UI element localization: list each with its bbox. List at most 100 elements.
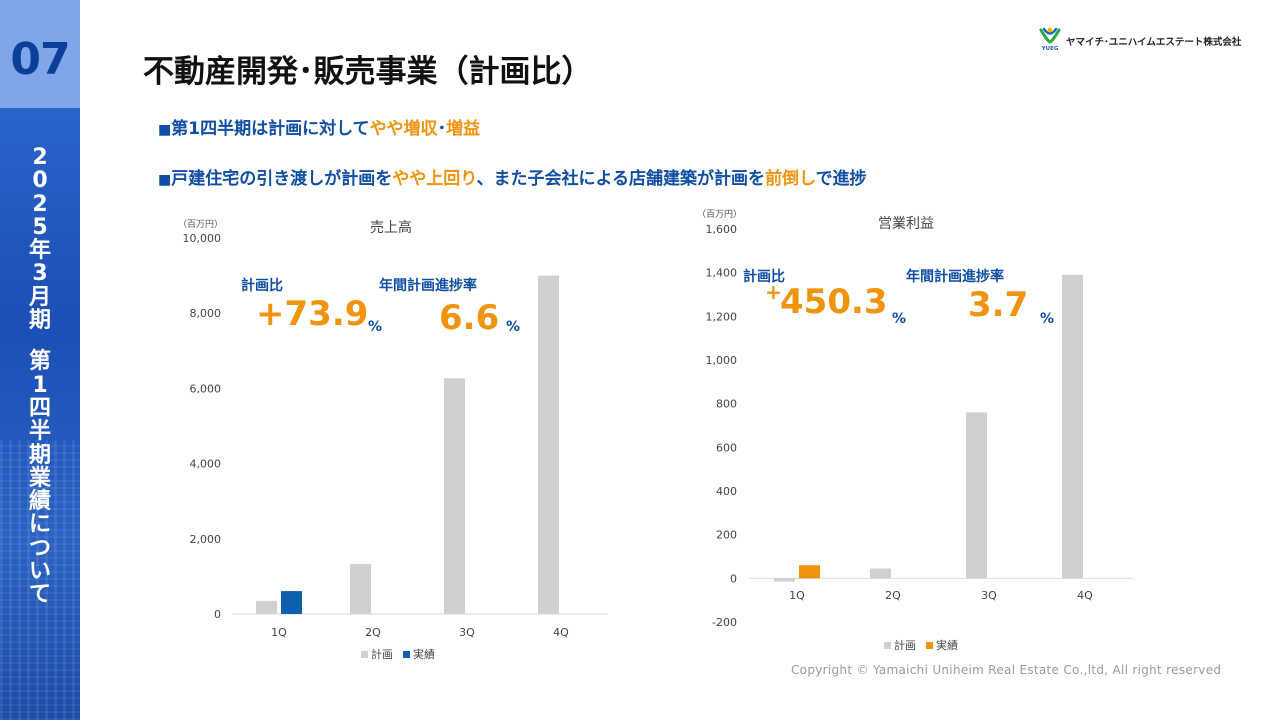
sales-chart-unit: （百万円） bbox=[178, 219, 223, 230]
profit-bar-plan-4Q bbox=[1062, 274, 1083, 579]
sales-kpi-plan-ratio-value: +73.9 bbox=[256, 294, 368, 334]
profit-x-tick-label: 2Q bbox=[885, 589, 901, 602]
sales-y-tick-label: 4,000 bbox=[190, 458, 222, 471]
profit-kpi-progress-pct: % bbox=[1040, 311, 1055, 327]
copyright-text: Copyright © Yamaichi Uniheim Real Estate… bbox=[791, 663, 1222, 677]
bullet-marker: ■ bbox=[158, 172, 172, 188]
slide-number-box bbox=[0, 0, 80, 108]
bullet-marker: ■ bbox=[158, 122, 172, 138]
sidebar-caption-char: 績 bbox=[28, 489, 51, 515]
sales-bar-plan-4Q bbox=[538, 275, 559, 614]
sales-kpi-progress-value: 6.6 bbox=[439, 298, 500, 338]
sales-kpi-progress-label: 年間計画進捗率 bbox=[379, 278, 477, 294]
sidebar-caption-char: に bbox=[28, 512, 51, 538]
profit-kpi-progress-label: 年間計画進捗率 bbox=[906, 269, 1004, 285]
profit-y-tick-label: 800 bbox=[716, 398, 737, 411]
sidebar-caption-char: 半 bbox=[28, 419, 51, 445]
sidebar-caption-char: 1 bbox=[32, 372, 48, 398]
sidebar-caption-char: 3 bbox=[32, 261, 48, 287]
sales-x-tick-label: 4Q bbox=[553, 626, 569, 639]
profit-y-tick-label: 600 bbox=[716, 441, 737, 454]
profit-y-tick-label: 200 bbox=[716, 529, 737, 542]
profit-x-tick-label: 3Q bbox=[981, 589, 997, 602]
sidebar-caption-char: 期 bbox=[28, 308, 51, 334]
company-name: ヤマイチ･ユニハイムエステート株式会社 bbox=[1066, 37, 1242, 48]
sidebar-caption-char: 年 bbox=[28, 238, 51, 264]
profit-y-tick-label: 1,600 bbox=[706, 223, 738, 236]
company-logo: YUEG ヤマイチ･ユニハイムエステート株式会社 bbox=[1038, 26, 1248, 56]
sales-kpi-plan-ratio-pct: % bbox=[368, 319, 383, 335]
profit-x-tick-label: 4Q bbox=[1077, 589, 1093, 602]
sales-legend-label: 実績 bbox=[413, 647, 435, 661]
bullet-text: 第1四半期は計画に対して bbox=[171, 119, 370, 139]
bullet-highlight-text: 前倒し bbox=[765, 169, 816, 189]
sales-bar-plan-3Q bbox=[444, 378, 465, 614]
sales-y-tick-label: 10,000 bbox=[183, 232, 222, 245]
sidebar-caption-char: 四 bbox=[28, 395, 51, 421]
profit-y-tick-label: 1,000 bbox=[706, 354, 738, 367]
profit-y-tick-label: 400 bbox=[716, 485, 737, 498]
sales-x-tick-label: 2Q bbox=[365, 626, 381, 639]
sales-y-tick-label: 0 bbox=[214, 608, 221, 621]
sales-kpi-plan-ratio-sign: + bbox=[256, 294, 285, 334]
sales-kpi-plan-ratio-number: 73.9 bbox=[284, 294, 369, 334]
profit-y-tick-label: 1,200 bbox=[706, 310, 738, 323]
sales-chart-title: 売上高 bbox=[370, 219, 412, 236]
sales-y-tick-label: 2,000 bbox=[190, 533, 222, 546]
profit-y-tick-label: 0 bbox=[730, 572, 737, 585]
sidebar-caption-char: 0 bbox=[32, 168, 48, 194]
profit-legend-label: 計画 bbox=[894, 638, 916, 652]
bullet-text: 戸建住宅の引き渡しが計画を bbox=[171, 169, 393, 189]
bullet-text: ･ bbox=[437, 119, 447, 139]
profit-legend-swatch-0 bbox=[884, 642, 891, 649]
profit-chart-title: 営業利益 bbox=[878, 216, 934, 232]
page-title: 不動産開発･販売事業（計画比） bbox=[143, 54, 593, 90]
bullet-highlight-text: 増益 bbox=[446, 119, 481, 139]
sales-bar-plan-2Q bbox=[350, 563, 371, 614]
sales-x-tick-label: 1Q bbox=[271, 626, 287, 639]
sidebar-caption-char: 第 bbox=[28, 349, 51, 375]
profit-bar-plan-2Q bbox=[870, 568, 891, 579]
profit-kpi-plan-ratio-pct: % bbox=[892, 311, 907, 327]
bullet-text: 、また子会社による店舗建築が計画を bbox=[476, 169, 766, 189]
profit-bar-plan-3Q bbox=[966, 412, 987, 579]
profit-chart-unit: （百万円） bbox=[697, 209, 742, 220]
sidebar-caption-char: て bbox=[28, 582, 51, 608]
profit-kpi-plan-ratio-value: 450.3 bbox=[780, 282, 888, 322]
profit-y-tick-label: -200 bbox=[712, 616, 737, 629]
sales-y-tick-label: 6,000 bbox=[190, 382, 222, 395]
sidebar-caption-char: つ bbox=[28, 535, 51, 561]
bullet-1: ■第1四半期は計画に対してやや増収･増益 bbox=[158, 114, 480, 139]
sales-kpi-progress-pct: % bbox=[506, 319, 521, 335]
profit-kpi-plan-ratio-label: 計画比 bbox=[743, 269, 785, 285]
logo-mark-text: YUEG bbox=[1041, 46, 1059, 52]
sales-legend-label: 計画 bbox=[371, 647, 393, 661]
profit-y-tick-label: 1,400 bbox=[706, 267, 738, 280]
bullet-highlight-text: やや上回り bbox=[392, 169, 477, 189]
sales-y-tick-label: 8,000 bbox=[190, 307, 222, 320]
profit-kpi-progress-value: 3.7 bbox=[968, 285, 1029, 325]
profit-bar-plan-1Q bbox=[774, 578, 795, 582]
sales-legend-swatch-0 bbox=[361, 651, 368, 658]
profit-bar-actual-1Q bbox=[799, 565, 820, 579]
sidebar-caption-char: 2 bbox=[32, 145, 48, 170]
bullet-2: ■戸建住宅の引き渡しが計画をやや上回り、また子会社による店舗建築が計画を前倒しで… bbox=[158, 164, 867, 189]
profit-x-tick-label: 1Q bbox=[789, 589, 805, 602]
slide-number: 07 bbox=[10, 34, 70, 85]
bullet-text: で進捗 bbox=[815, 169, 867, 189]
sales-bar-plan-1Q bbox=[256, 600, 277, 614]
profit-legend-label: 実績 bbox=[936, 638, 958, 652]
sales-bar-actual-1Q bbox=[281, 591, 302, 614]
sidebar-caption-char: 2 bbox=[32, 191, 48, 217]
sidebar-caption-char: 業 bbox=[28, 465, 51, 491]
sidebar-caption-char: 5 bbox=[32, 214, 48, 240]
bullet-highlight-text: やや増収 bbox=[369, 119, 438, 139]
sales-x-tick-label: 3Q bbox=[459, 626, 475, 639]
sidebar-caption-char: 月 bbox=[28, 284, 51, 310]
sidebar-caption-gap bbox=[0, 332, 80, 350]
sidebar-caption-char: い bbox=[28, 559, 51, 585]
profit-legend-swatch-1 bbox=[926, 642, 933, 649]
